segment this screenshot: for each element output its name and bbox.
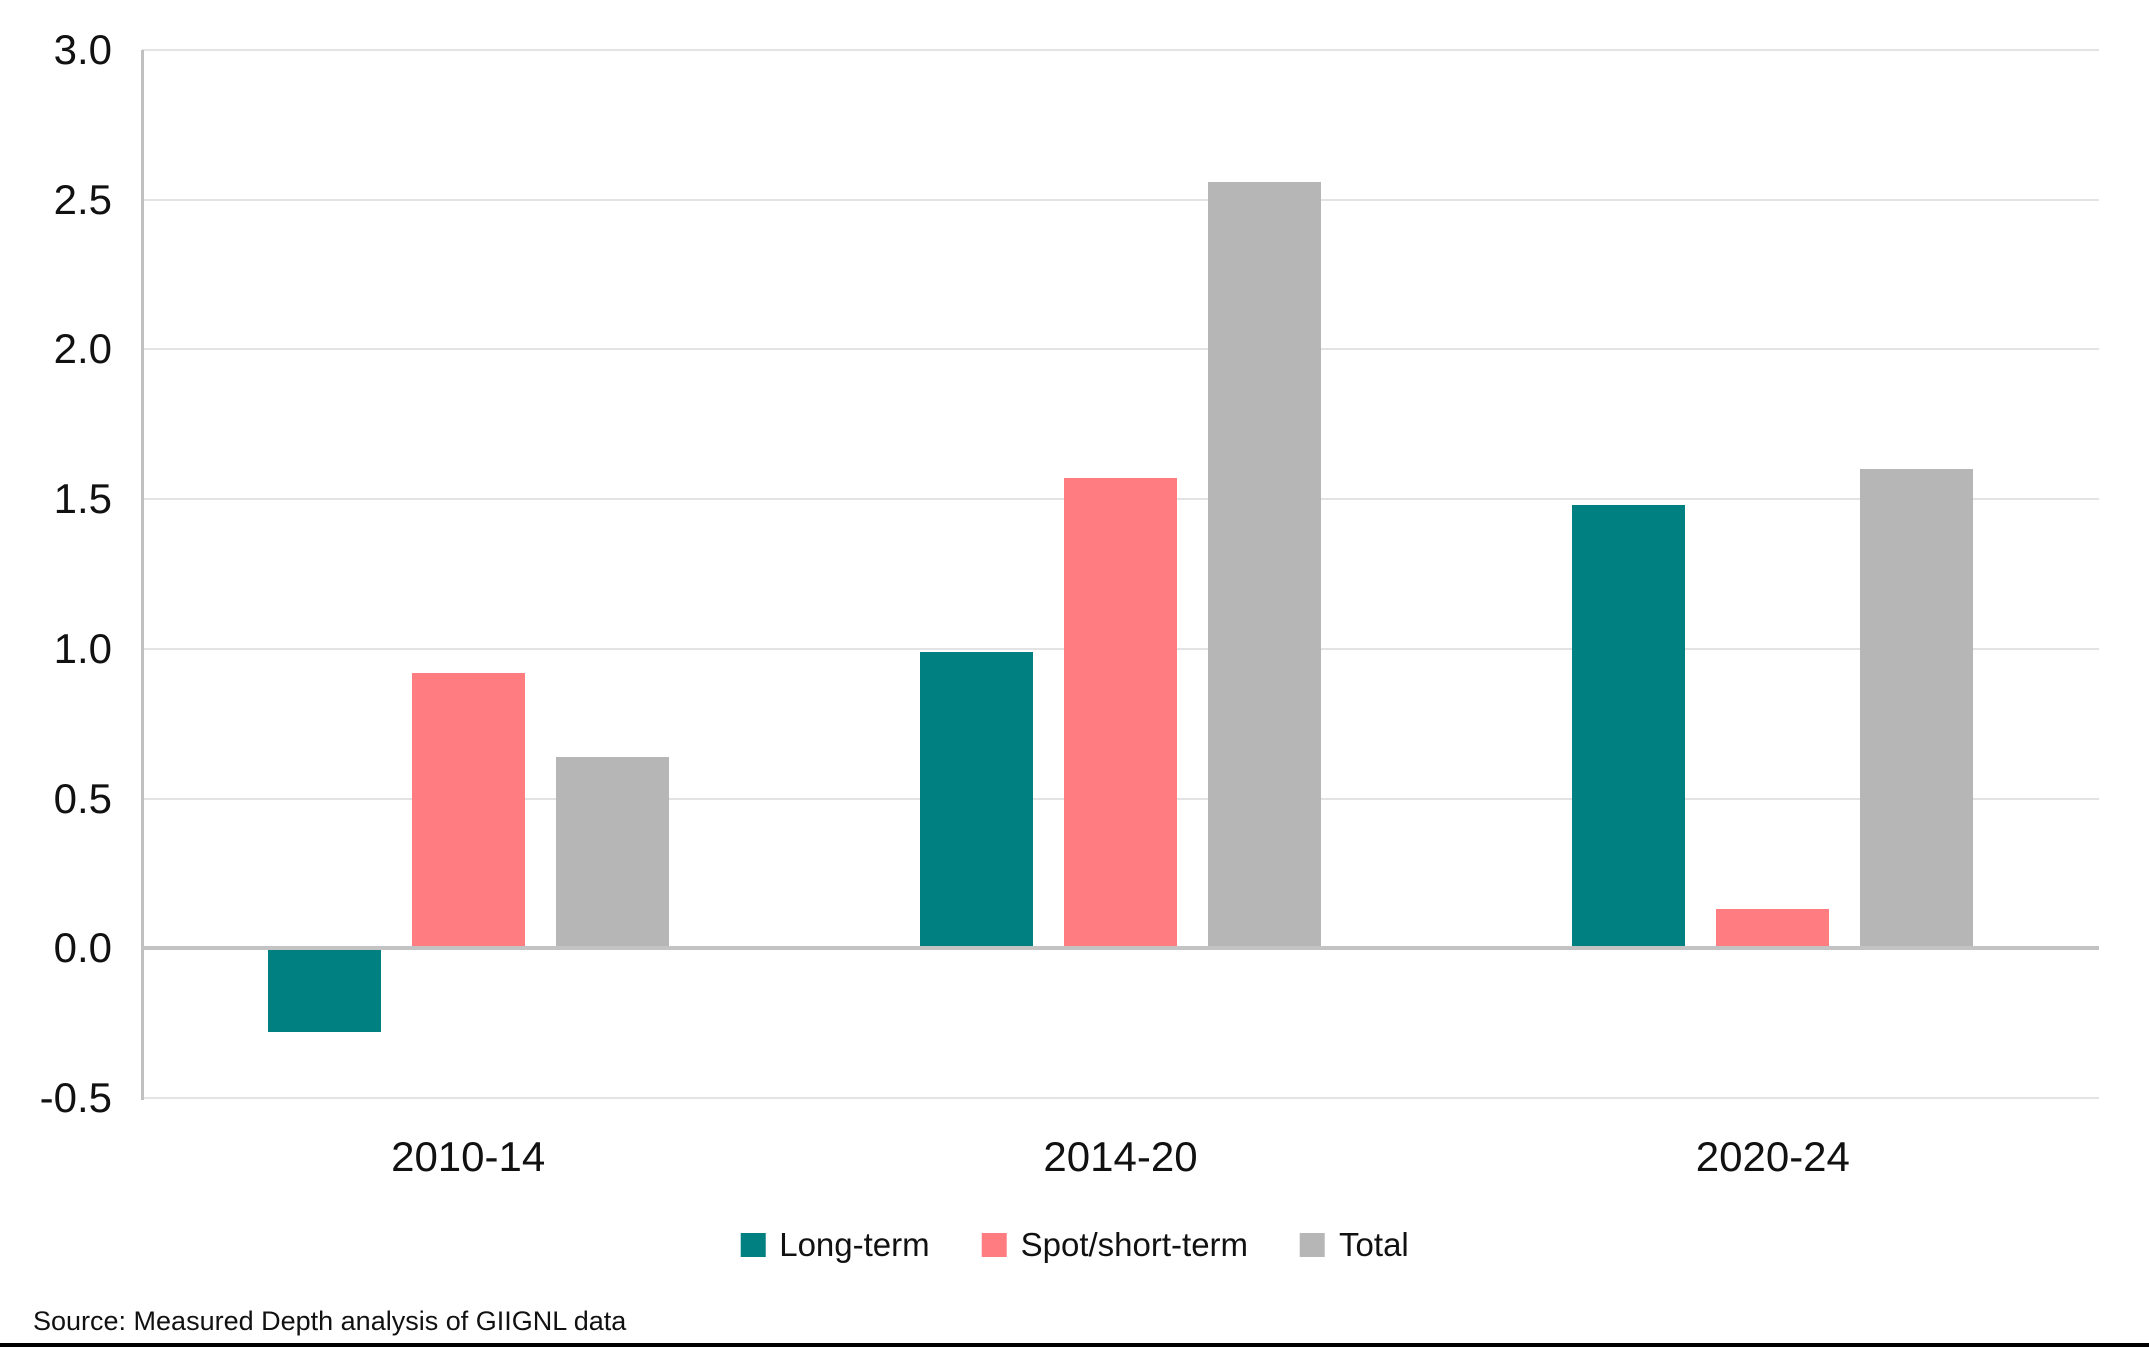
bar-total-2020-24 bbox=[1860, 469, 1973, 949]
bar-spot-short-term-2014-20 bbox=[1064, 478, 1177, 949]
y-axis-label: 1.5 bbox=[53, 475, 112, 523]
legend: Long-term Spot/short-term Total bbox=[740, 1228, 1409, 1261]
gridline bbox=[142, 1097, 2099, 1099]
y-axis-label: 1.0 bbox=[53, 624, 112, 672]
bar-long-term-2014-20 bbox=[920, 651, 1033, 949]
legend-swatch-icon bbox=[981, 1232, 1007, 1257]
bar-total-2010-14 bbox=[556, 756, 669, 949]
gridline bbox=[142, 198, 2099, 201]
y-axis-label: 0.5 bbox=[53, 774, 112, 822]
bar-long-term-2010-14 bbox=[268, 948, 381, 1033]
source-note: Source: Measured Depth analysis of GIIGN… bbox=[33, 1306, 627, 1336]
x-axis-label: 2020-24 bbox=[1695, 1133, 1850, 1180]
bar-total-2014-20 bbox=[1208, 181, 1321, 949]
legend-item-spot-short-term: Spot/short-term bbox=[981, 1226, 1249, 1263]
zero-axis-line bbox=[142, 946, 2099, 951]
legend-label: Spot/short-term bbox=[1020, 1226, 1249, 1263]
legend-label: Long-term bbox=[779, 1226, 930, 1263]
y-axis-label: 2.0 bbox=[53, 325, 112, 373]
bar-spot-short-term-2010-14 bbox=[412, 672, 525, 949]
x-axis-label: 2010-14 bbox=[391, 1133, 546, 1180]
bar-long-term-2020-24 bbox=[1572, 505, 1685, 949]
y-axis-label: 2.5 bbox=[53, 175, 112, 223]
legend-item-long-term: Long-term bbox=[740, 1226, 930, 1263]
gridline bbox=[142, 49, 2099, 51]
legend-label: Total bbox=[1339, 1226, 1409, 1263]
y-axis-label: -0.5 bbox=[39, 1074, 112, 1121]
y-axis-line bbox=[141, 50, 144, 1100]
x-axis-label: 2014-20 bbox=[1043, 1133, 1198, 1180]
legend-swatch-icon bbox=[740, 1232, 766, 1257]
bar-spot-short-term-2020-24 bbox=[1716, 909, 1829, 949]
y-axis-label: 0.0 bbox=[53, 924, 112, 972]
bottom-border bbox=[0, 1343, 2149, 1347]
y-axis-label: 3.0 bbox=[53, 26, 112, 73]
legend-swatch-icon bbox=[1300, 1232, 1326, 1257]
legend-item-total: Total bbox=[1300, 1228, 1409, 1261]
gridline bbox=[142, 348, 2099, 351]
